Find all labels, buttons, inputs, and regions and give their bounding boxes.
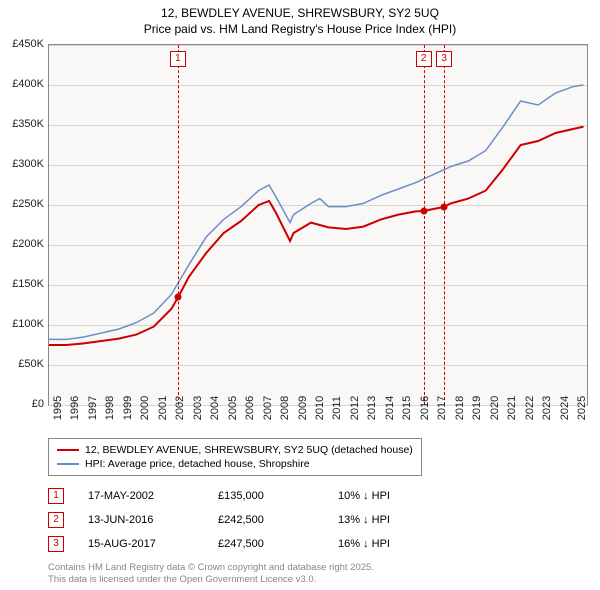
marker-label: 2 — [416, 51, 432, 67]
x-axis-label: 2015 — [401, 396, 413, 420]
legend-item: 12, BEWDLEY AVENUE, SHREWSBURY, SY2 5UQ … — [57, 443, 413, 457]
x-axis-label: 2006 — [244, 396, 256, 420]
y-axis-label: £450K — [12, 38, 44, 50]
legend-swatch — [57, 449, 79, 451]
sale-hpi-diff: 16% ↓ HPI — [338, 538, 458, 550]
footer-line1: Contains HM Land Registry data © Crown c… — [48, 562, 374, 574]
x-axis-label: 2007 — [262, 396, 274, 420]
sale-row: 1 17-MAY-2002£135,00010% ↓ HPI — [48, 484, 458, 508]
x-axis-label: 2020 — [489, 396, 501, 420]
x-axis-label: 2001 — [157, 396, 169, 420]
legend-item: HPI: Average price, detached house, Shro… — [57, 457, 413, 471]
x-axis-label: 2016 — [419, 396, 431, 420]
x-axis-label: 1999 — [122, 396, 134, 420]
x-axis-label: 2022 — [524, 396, 536, 420]
sales-table: 1 17-MAY-2002£135,00010% ↓ HPI 2 13-JUN-201… — [48, 484, 458, 556]
marker-line — [424, 45, 425, 405]
sale-marker-box: 3 — [48, 536, 64, 552]
y-axis-label: £200K — [12, 238, 44, 250]
title-line2: Price paid vs. HM Land Registry's House … — [0, 22, 600, 38]
y-axis-label: £150K — [12, 278, 44, 290]
x-axis-label: 2024 — [559, 396, 571, 420]
sale-price: £247,500 — [218, 538, 338, 550]
x-axis-label: 2011 — [331, 396, 343, 420]
marker-label: 3 — [436, 51, 452, 67]
price-chart: 1 23 — [48, 44, 588, 406]
x-axis-label: 2010 — [314, 396, 326, 420]
y-axis-label: £0 — [32, 398, 44, 410]
sale-date: 13-JUN-2016 — [88, 514, 218, 526]
x-axis-label: 2019 — [471, 396, 483, 420]
x-axis-label: 2000 — [139, 396, 151, 420]
sale-hpi-diff: 10% ↓ HPI — [338, 490, 458, 502]
sale-price: £135,000 — [218, 490, 338, 502]
x-axis-label: 1998 — [104, 396, 116, 420]
marker-line — [178, 45, 179, 405]
legend-label: 12, BEWDLEY AVENUE, SHREWSBURY, SY2 5UQ … — [85, 444, 413, 456]
sale-row: 3 15-AUG-2017£247,50016% ↓ HPI — [48, 532, 458, 556]
x-axis-label: 2017 — [436, 396, 448, 420]
sale-price: £242,500 — [218, 514, 338, 526]
x-axis-label: 2003 — [192, 396, 204, 420]
chart-title: 12, BEWDLEY AVENUE, SHREWSBURY, SY2 5UQ … — [0, 0, 600, 37]
legend-swatch — [57, 463, 79, 465]
marker-dot — [441, 204, 448, 211]
x-axis-label: 2004 — [209, 396, 221, 420]
sale-date: 17-MAY-2002 — [88, 490, 218, 502]
x-axis-label: 2021 — [506, 396, 518, 420]
sale-marker-box: 1 — [48, 488, 64, 504]
marker-dot — [174, 294, 181, 301]
y-axis-label: £250K — [12, 198, 44, 210]
marker-line — [444, 45, 445, 405]
x-axis-label: 2013 — [366, 396, 378, 420]
legend: 12, BEWDLEY AVENUE, SHREWSBURY, SY2 5UQ … — [48, 438, 422, 476]
sale-marker-box: 2 — [48, 512, 64, 528]
sale-date: 15-AUG-2017 — [88, 538, 218, 550]
legend-label: HPI: Average price, detached house, Shro… — [85, 458, 310, 470]
x-axis-label: 2023 — [541, 396, 553, 420]
y-axis-label: £350K — [12, 118, 44, 130]
sale-hpi-diff: 13% ↓ HPI — [338, 514, 458, 526]
y-axis-label: £50K — [18, 358, 44, 370]
footer-attribution: Contains HM Land Registry data © Crown c… — [48, 562, 374, 586]
series-line — [49, 127, 584, 345]
x-axis-label: 2008 — [279, 396, 291, 420]
x-axis-label: 2009 — [297, 396, 309, 420]
x-axis-label: 2018 — [454, 396, 466, 420]
marker-label: 1 — [170, 51, 186, 67]
x-axis-label: 2002 — [174, 396, 186, 420]
sale-row: 2 13-JUN-2016£242,50013% ↓ HPI — [48, 508, 458, 532]
x-axis-label: 2012 — [349, 396, 361, 420]
x-axis-label: 2005 — [227, 396, 239, 420]
footer-line2: This data is licensed under the Open Gov… — [48, 574, 374, 586]
y-axis-label: £300K — [12, 158, 44, 170]
y-axis-label: £100K — [12, 318, 44, 330]
x-axis-label: 1997 — [87, 396, 99, 420]
y-axis-label: £400K — [12, 78, 44, 90]
x-axis-label: 1995 — [52, 396, 64, 420]
marker-dot — [420, 208, 427, 215]
title-line1: 12, BEWDLEY AVENUE, SHREWSBURY, SY2 5UQ — [0, 6, 600, 22]
x-axis-label: 2025 — [576, 396, 588, 420]
x-axis-label: 2014 — [384, 396, 396, 420]
x-axis-label: 1996 — [69, 396, 81, 420]
series-line — [49, 85, 584, 339]
chart-lines — [49, 45, 587, 405]
